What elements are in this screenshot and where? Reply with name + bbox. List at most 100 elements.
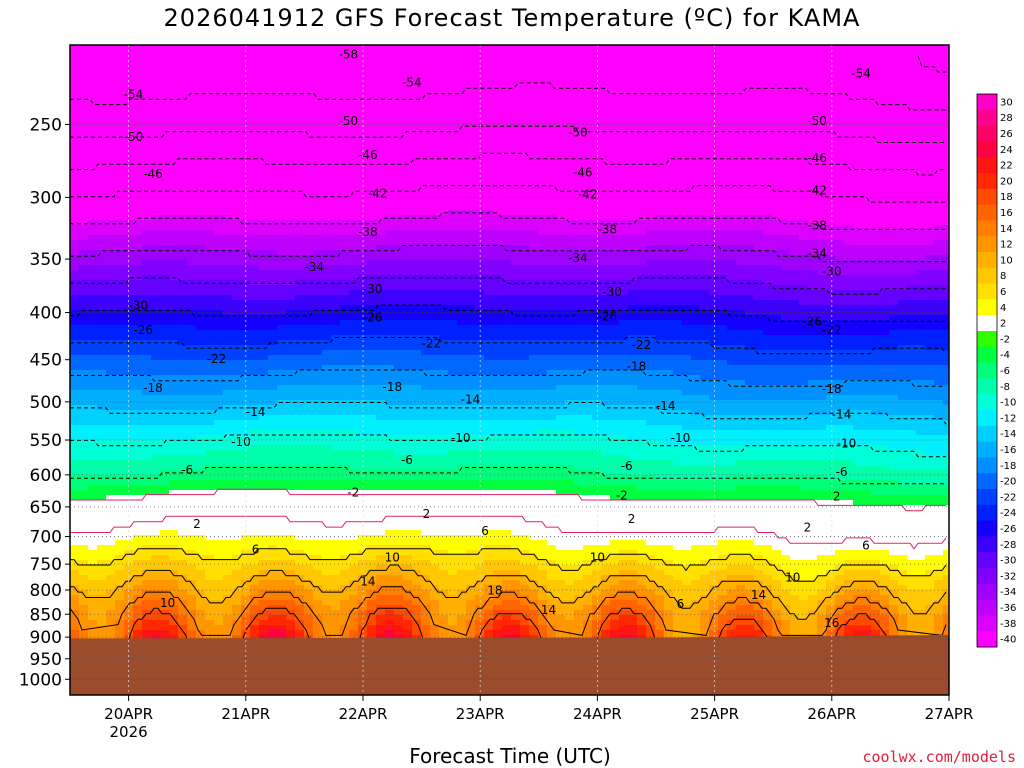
temperature-cell (367, 390, 377, 396)
temperature-cell (187, 440, 197, 446)
temperature-cell (358, 55, 368, 61)
temperature-cell (124, 210, 134, 216)
temperature-cell (196, 55, 206, 61)
temperature-cell (304, 565, 314, 571)
temperature-cell (376, 170, 386, 176)
temperature-cell (133, 575, 143, 581)
temperature-cell (97, 185, 107, 191)
temperature-cell (79, 85, 89, 91)
temperature-cell (196, 280, 206, 286)
temperature-cell (358, 315, 368, 321)
temperature-cell (385, 45, 395, 51)
temperature-cell (412, 265, 422, 271)
temperature-cell (97, 625, 107, 631)
temperature-cell (322, 220, 332, 226)
temperature-cell (88, 120, 98, 126)
temperature-cell (79, 145, 89, 151)
temperature-cell (232, 570, 242, 576)
temperature-cell (160, 170, 170, 176)
temperature-cell (259, 65, 269, 71)
temperature-cell (214, 230, 224, 236)
temperature-cell (196, 340, 206, 346)
temperature-cell (142, 630, 152, 636)
temperature-cell (232, 420, 242, 426)
temperature-cell (394, 200, 404, 206)
temperature-cell (187, 85, 197, 91)
temperature-cell (277, 405, 287, 411)
temperature-cell (376, 205, 386, 211)
temperature-cell (322, 180, 332, 186)
temperature-cell (313, 415, 323, 421)
temperature-cell (331, 615, 341, 621)
temperature-cell (106, 360, 116, 366)
temperature-cell (169, 565, 179, 571)
temperature-cell (196, 75, 206, 81)
temperature-cell (295, 475, 305, 481)
temperature-cell (358, 455, 368, 461)
temperature-cell (268, 375, 278, 381)
temperature-cell (268, 455, 278, 461)
temperature-cell (70, 155, 80, 161)
temperature-cell (259, 280, 269, 286)
temperature-cell (412, 230, 422, 236)
temperature-cell (205, 435, 215, 441)
temperature-cell (295, 595, 305, 601)
temperature-cell (241, 315, 251, 321)
temperature-cell (160, 485, 170, 491)
temperature-cell (187, 165, 197, 171)
temperature-cell (160, 365, 170, 371)
temperature-cell (223, 490, 233, 496)
temperature-cell (304, 120, 314, 126)
temperature-cell (295, 260, 305, 266)
temperature-cell (79, 570, 89, 576)
temperature-cell (286, 630, 296, 636)
temperature-cell (223, 635, 233, 641)
temperature-cell (277, 515, 287, 521)
temperature-cell (250, 275, 260, 281)
temperature-cell (268, 345, 278, 351)
temperature-cell (205, 155, 215, 161)
temperature-cell (304, 605, 314, 611)
temperature-cell (376, 115, 386, 121)
temperature-cell (178, 80, 188, 86)
temperature-cell (412, 225, 422, 231)
temperature-cell (214, 550, 224, 556)
temperature-cell (205, 240, 215, 246)
temperature-cell (367, 80, 377, 86)
temperature-cell (394, 415, 404, 421)
temperature-cell (322, 170, 332, 176)
temperature-cell (169, 440, 179, 446)
temperature-cell (385, 50, 395, 56)
temperature-cell (340, 530, 350, 536)
temperature-cell (106, 580, 116, 586)
temperature-cell (115, 380, 125, 386)
temperature-cell (385, 535, 395, 541)
temperature-cell (70, 175, 80, 181)
temperature-cell (376, 605, 386, 611)
temperature-cell (304, 165, 314, 171)
temperature-cell (106, 380, 116, 386)
temperature-cell (232, 440, 242, 446)
temperature-cell (151, 170, 161, 176)
temperature-cell (304, 540, 314, 546)
temperature-cell (70, 510, 80, 516)
temperature-cell (115, 245, 125, 251)
temperature-cell (160, 560, 170, 566)
temperature-cell (322, 350, 332, 356)
temperature-cell (79, 120, 89, 126)
temperature-cell (367, 200, 377, 206)
temperature-cell (124, 390, 134, 396)
temperature-cell (385, 435, 395, 441)
temperature-cell (169, 445, 179, 451)
temperature-cell (340, 470, 350, 476)
temperature-cell (394, 435, 404, 441)
temperature-cell (205, 315, 215, 321)
temperature-cell (358, 75, 368, 81)
temperature-cell (187, 100, 197, 106)
temperature-cell (214, 595, 224, 601)
temperature-cell (376, 535, 386, 541)
temperature-cell (124, 325, 134, 331)
temperature-cell (88, 110, 98, 116)
temperature-cell (376, 495, 386, 501)
temperature-cell (205, 260, 215, 266)
